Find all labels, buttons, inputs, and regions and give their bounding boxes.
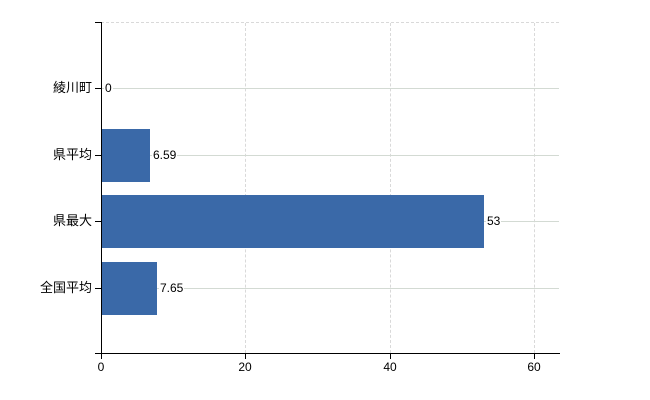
bar: [102, 129, 150, 182]
y-axis-top-tick: [95, 22, 101, 23]
x-axis-tick-label: 60: [527, 360, 541, 374]
plot-top-border: [101, 22, 559, 23]
bar-value-label: 53: [486, 214, 502, 228]
bar: [102, 195, 484, 248]
y-axis-tick: [95, 155, 101, 156]
bar-value-label: 0: [104, 81, 113, 95]
bar-value-label: 6.59: [152, 148, 178, 162]
x-axis-tick: [534, 353, 535, 359]
category-label: 県平均: [52, 147, 92, 162]
y-axis-tick: [95, 288, 101, 289]
bar-value-label: 7.65: [159, 281, 185, 295]
vertical-gridline: [534, 23, 535, 353]
x-axis-tick: [390, 353, 391, 359]
category-gridline: [102, 88, 559, 89]
x-axis-tick-label: 0: [97, 360, 105, 374]
vertical-gridline: [390, 23, 391, 353]
vertical-gridline: [245, 23, 246, 353]
y-axis-tick: [95, 221, 101, 222]
y-axis-tick: [95, 88, 101, 89]
x-axis-tick: [245, 353, 246, 359]
y-axis-line: [101, 22, 102, 359]
x-axis-tick-label: 20: [238, 360, 252, 374]
x-axis-line: [95, 353, 560, 354]
category-label: 県最大: [52, 213, 92, 228]
category-gridline: [102, 288, 559, 289]
bar: [102, 262, 157, 315]
category-gridline: [102, 155, 559, 156]
x-axis-tick-label: 40: [383, 360, 397, 374]
category-label: 全国平均: [39, 280, 92, 295]
category-label: 綾川町: [52, 80, 92, 95]
